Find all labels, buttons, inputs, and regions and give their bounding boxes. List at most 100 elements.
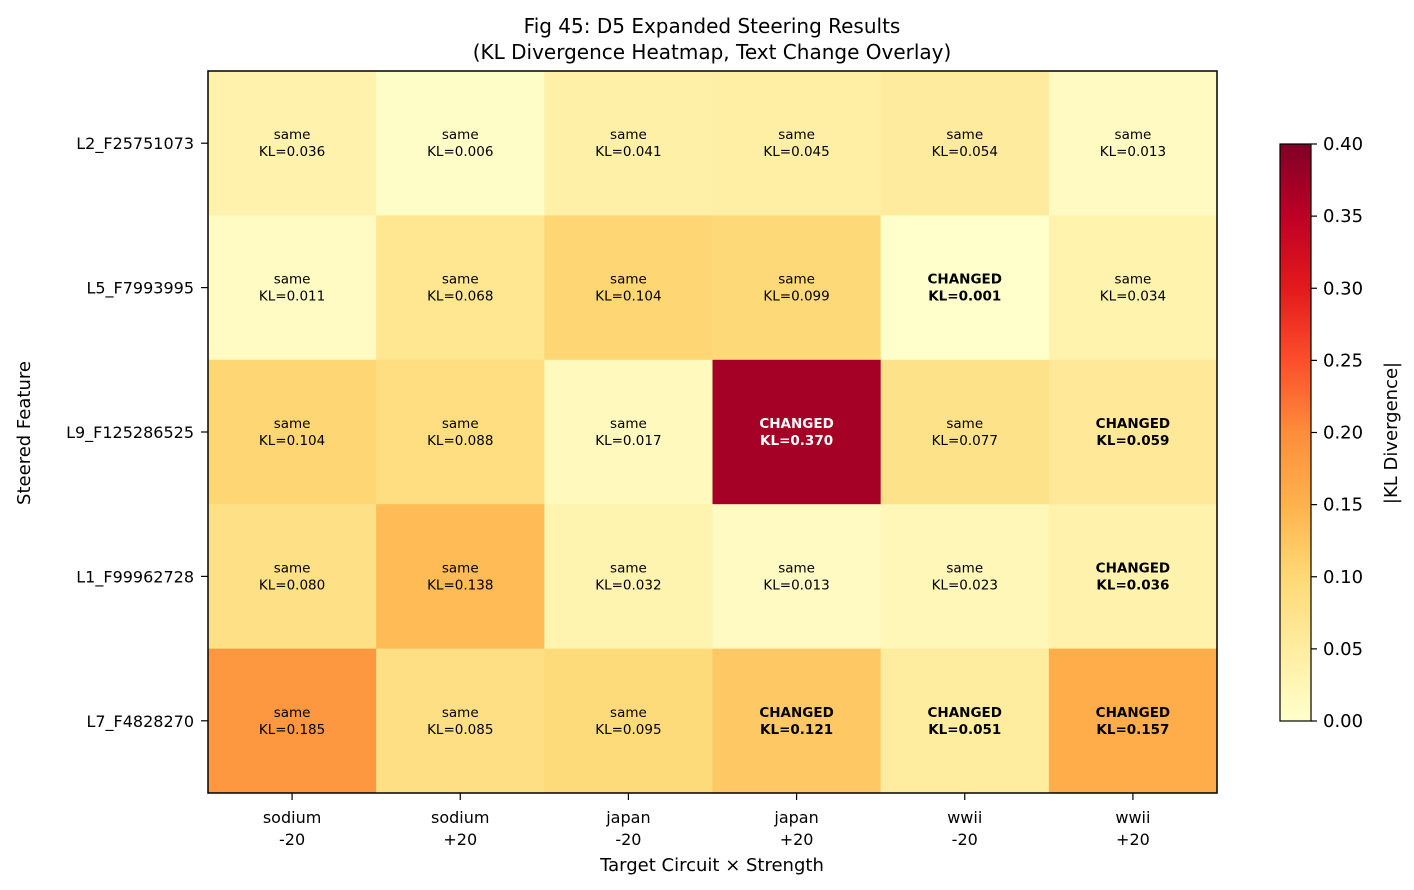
cell-status-label: same	[442, 272, 479, 288]
cell-value-label: KL=0.051	[928, 722, 1001, 738]
colorbar-tick-label: 0.25	[1323, 350, 1363, 371]
cell-status-label: CHANGED	[928, 705, 1002, 721]
x-tick-label: +20	[443, 830, 477, 849]
chart-title: Fig 45: D5 Expanded Steering Results	[524, 14, 901, 38]
heatmap-cell	[544, 71, 713, 216]
x-axis-label: Target Circuit × Strength	[599, 855, 824, 876]
y-tick-label: L1_F99962728	[76, 567, 194, 587]
cell-status-label: same	[1115, 272, 1152, 288]
cell-value-label: KL=0.068	[427, 289, 493, 305]
cell-value-label: KL=0.034	[1100, 289, 1166, 305]
heatmap-cell	[712, 359, 882, 505]
cell-value-label: KL=0.054	[932, 144, 998, 160]
cell-status-label: same	[946, 127, 983, 143]
cell-status-label: same	[1115, 127, 1152, 143]
cell-status-label: same	[442, 560, 479, 576]
y-axis-label: Steered Feature	[14, 361, 35, 505]
heatmap-cell	[544, 215, 713, 361]
cell-value-label: KL=0.011	[259, 289, 325, 305]
cell-value-label: KL=0.080	[259, 577, 325, 593]
y-tick-label: L9_F125286525	[66, 423, 194, 443]
heatmap-cell	[880, 359, 1050, 505]
cell-status-label: same	[610, 705, 647, 721]
cell-status-label: CHANGED	[1096, 416, 1170, 432]
x-tick-label: +20	[1116, 830, 1150, 849]
heatmap-cell	[1048, 504, 1218, 650]
cell-status-label: CHANGED	[759, 416, 833, 432]
cell-value-label: KL=0.032	[595, 577, 661, 593]
y-tick-label: L2_F25751073	[76, 134, 194, 154]
cell-value-label: KL=0.095	[595, 722, 661, 738]
x-tick-label: -20	[615, 830, 641, 849]
heatmap-cell	[544, 648, 713, 794]
cell-status-label: same	[274, 127, 311, 143]
cell-status-label: CHANGED	[928, 272, 1002, 288]
heatmap-cell	[208, 504, 377, 650]
heatmap-cell	[712, 504, 882, 650]
colorbar-tick-label: 0.35	[1323, 206, 1363, 227]
cell-status-label: same	[274, 416, 311, 432]
heatmap-cell	[208, 648, 377, 794]
heatmap-cell	[208, 71, 377, 216]
cell-status-label: same	[274, 705, 311, 721]
cell-value-label: KL=0.006	[427, 144, 493, 160]
cell-value-label: KL=0.088	[427, 433, 493, 449]
heatmap-cell	[208, 359, 377, 505]
cell-status-label: CHANGED	[1096, 705, 1170, 721]
cell-value-label: KL=0.059	[1096, 433, 1169, 449]
heatmap-cell	[544, 504, 713, 650]
y-tick-label: L7_F4828270	[86, 712, 194, 732]
x-tick-label: wwii	[1115, 808, 1150, 827]
heatmap-cell	[712, 71, 882, 216]
x-tick-label: sodium	[263, 808, 321, 827]
x-tick-label: wwii	[947, 808, 982, 827]
cell-value-label: KL=0.138	[427, 577, 493, 593]
cell-status-label: same	[442, 416, 479, 432]
y-tick-label: L5_F7993995	[86, 279, 194, 299]
heatmap-cell	[880, 504, 1050, 650]
cell-value-label: KL=0.104	[595, 289, 661, 305]
cell-status-label: same	[778, 127, 815, 143]
cell-value-label: KL=0.370	[760, 433, 833, 449]
cell-status-label: same	[946, 560, 983, 576]
cell-value-label: KL=0.045	[763, 144, 829, 160]
cell-value-label: KL=0.036	[259, 144, 325, 160]
colorbar-label: |KL Divergence|	[1381, 362, 1402, 504]
cell-status-label: same	[610, 127, 647, 143]
cell-value-label: KL=0.036	[1096, 577, 1169, 593]
heatmap-cell	[1048, 648, 1218, 794]
cell-status-label: same	[610, 416, 647, 432]
heatmap-cell	[712, 215, 882, 361]
y-axis-ticks: L2_F25751073 L5_F7993995 L9_F125286525 L1_F…	[66, 134, 208, 732]
cell-status-label: same	[442, 127, 479, 143]
cell-value-label: KL=0.023	[932, 577, 998, 593]
cell-status-label: same	[610, 560, 647, 576]
cell-value-label: KL=0.099	[763, 289, 829, 305]
x-tick-label: japan	[605, 808, 650, 827]
cell-value-label: KL=0.013	[763, 577, 829, 593]
cell-status-label: same	[778, 560, 815, 576]
cell-value-label: KL=0.121	[760, 722, 833, 738]
cell-value-label: KL=0.104	[259, 433, 325, 449]
heatmap-cell	[880, 215, 1050, 361]
colorbar-gradient	[1280, 144, 1311, 721]
x-tick-label: japan	[773, 808, 818, 827]
heatmap-cell	[376, 215, 545, 361]
cell-status-label: CHANGED	[1096, 560, 1170, 576]
cell-status-label: same	[610, 272, 647, 288]
cell-value-label: KL=0.041	[595, 144, 661, 160]
heatmap-cell	[880, 648, 1050, 794]
heatmap-cell	[376, 504, 545, 650]
heatmap-cell	[712, 648, 882, 794]
heatmap-cell	[1048, 359, 1218, 505]
heatmap-cell	[208, 215, 377, 361]
chart-subtitle: (KL Divergence Heatmap, Text Change Over…	[473, 40, 952, 64]
x-tick-label: sodium	[431, 808, 489, 827]
cell-value-label: KL=0.001	[928, 289, 1001, 305]
heatmap-cell	[1048, 71, 1218, 216]
heatmap-cell	[376, 359, 545, 505]
x-axis-ticks: sodium -20 sodium +20 japan -20 japan +20 wwii -2…	[263, 793, 1150, 849]
cell-value-label: KL=0.013	[1100, 144, 1166, 160]
heatmap-cell	[376, 71, 545, 216]
heatmap-cell	[544, 359, 713, 505]
